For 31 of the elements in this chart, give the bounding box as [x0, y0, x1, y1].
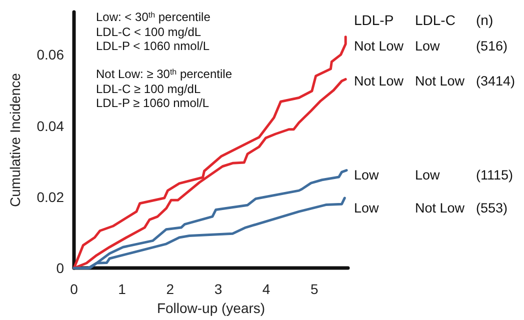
- x-tick-label: 3: [214, 281, 222, 298]
- x-tick-label: 5: [310, 281, 318, 298]
- x-tick-label: 0: [70, 281, 78, 298]
- text: Not Low: [354, 38, 404, 54]
- text: (n): [476, 12, 494, 28]
- text: (516): [476, 38, 508, 54]
- text: Low: [354, 168, 380, 182]
- text: Not Low: [415, 200, 465, 216]
- y-axis-title: Cumulative Incidence: [7, 72, 23, 207]
- x-tick-label: 4: [262, 281, 270, 298]
- x-tick-label: 2: [166, 281, 174, 298]
- text: Low: [354, 200, 380, 216]
- text: Low: [415, 38, 440, 54]
- text: Low: [415, 168, 440, 182]
- text: LDL-P: [354, 12, 394, 28]
- x-tick-label: 1: [118, 281, 126, 298]
- text: (3414): [476, 74, 516, 88]
- x-axis-title: Follow-up (years): [156, 300, 266, 316]
- text: (1115): [476, 168, 514, 182]
- text: (553): [476, 200, 508, 216]
- annotation: LDL-P < 1060 nmol/L: [96, 39, 210, 53]
- annotation: LDL-C < 100 mg/dL: [96, 25, 202, 39]
- y-tick-label: 0: [56, 260, 64, 276]
- y-tick-label: 0.06: [36, 46, 64, 63]
- text: Not Low: [354, 74, 404, 88]
- text: Not Low: [415, 74, 465, 88]
- annotation: LDL-P ≥ 1060 nmol/L: [96, 96, 210, 110]
- y-tick-label: 0.02: [36, 188, 64, 205]
- annotation: LDL-C ≥ 100 mg/dL: [96, 82, 201, 96]
- text: LDL-C: [415, 12, 456, 28]
- y-tick-label: 0.04: [36, 118, 64, 134]
